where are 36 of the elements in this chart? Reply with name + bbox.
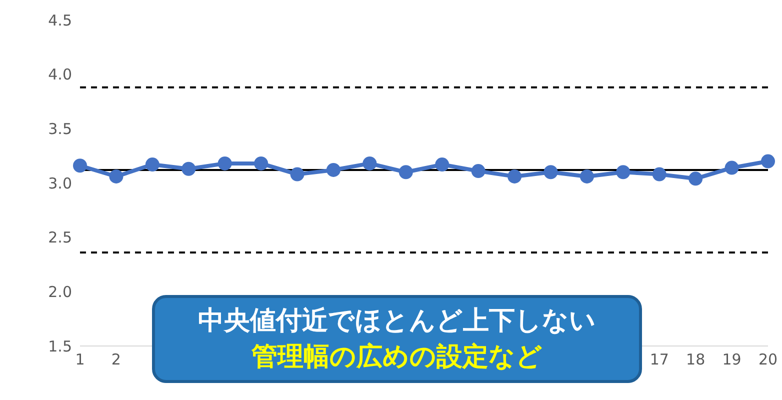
point — [435, 158, 450, 172]
y-tick-label: 4.0 — [48, 66, 72, 84]
y-tick-label: 1.5 — [48, 337, 72, 356]
x-tick-label: 17 — [650, 350, 669, 369]
point — [580, 169, 594, 184]
point — [73, 158, 87, 173]
point — [218, 156, 232, 170]
x-tick-label: 2 — [111, 350, 121, 369]
point — [544, 165, 558, 180]
point — [688, 172, 703, 186]
point — [182, 162, 196, 176]
point — [616, 165, 630, 180]
x-tick-label: 19 — [722, 350, 742, 369]
y-tick-label: 3.0 — [48, 174, 72, 192]
point — [471, 164, 486, 178]
point — [398, 165, 413, 180]
x-tick-label: 20 — [758, 350, 778, 369]
point — [761, 154, 775, 168]
y-tick-label: 3.5 — [48, 120, 72, 138]
point — [362, 156, 377, 170]
annotation: 中央値付近でほとんど上下しない — [198, 305, 596, 338]
y-tick-label: 2.0 — [48, 282, 72, 301]
point — [145, 158, 160, 172]
point — [290, 167, 304, 182]
x-tick-label: 18 — [686, 350, 706, 369]
point — [508, 169, 522, 184]
point — [254, 156, 268, 170]
callout-box: 中央値付近でほとんど上下しない 管理幅の広めの設定など — [152, 295, 642, 383]
point — [652, 167, 666, 182]
point — [724, 160, 739, 175]
point — [109, 169, 124, 184]
point — [326, 162, 340, 177]
annotation: 管理幅の広めの設定など — [252, 341, 542, 374]
y-tick-label: 4.5 — [48, 11, 72, 30]
x-tick-label: 1 — [75, 350, 85, 369]
y-tick-label: 2.5 — [48, 228, 72, 247]
